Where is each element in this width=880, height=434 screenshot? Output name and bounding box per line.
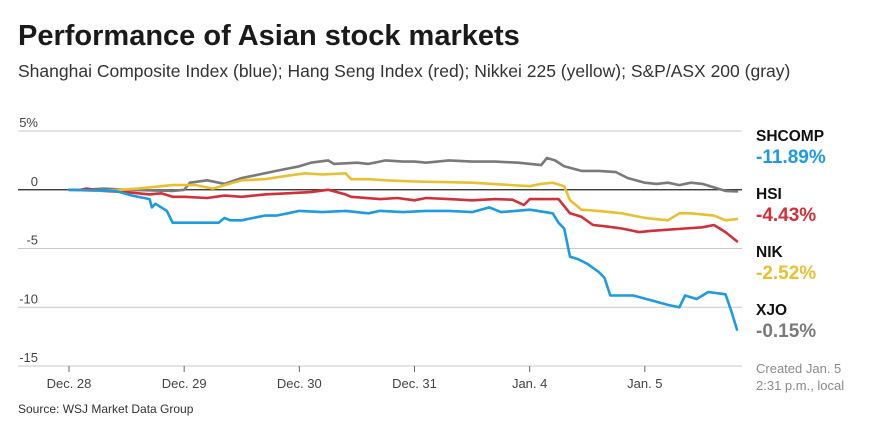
- series-lines: [67, 156, 739, 331]
- created-line-1: Created Jan. 5: [756, 361, 842, 376]
- end-label-value-nik: -2.52%: [756, 263, 817, 284]
- end-label-ticker-nik: NIK: [756, 244, 783, 261]
- gridlines: [18, 130, 742, 367]
- end-label-value-xjo: -0.15%: [756, 321, 817, 342]
- end-label-ticker-hsi: HSI: [756, 186, 782, 203]
- x-tick-label: Dec. 28: [47, 376, 92, 391]
- x-tick-label: Jan. 4: [512, 376, 547, 391]
- source-note: Source: WSJ Market Data Group: [18, 402, 194, 416]
- x-tick-label: Dec. 30: [277, 376, 322, 391]
- x-axis-ticks: Dec. 28 Dec. 29 Dec. 30 Dec. 31 Jan. 4 Jan. 5: [47, 366, 663, 391]
- y-tick-label: -15: [19, 350, 38, 365]
- y-axis-ticks: 5% 0 -5 -10 -15: [19, 115, 38, 365]
- series-line-shcomp: [67, 188, 739, 331]
- end-label-ticker-xjo: XJO: [756, 302, 788, 319]
- end-label-ticker-shcomp: SHCOMP: [756, 128, 825, 145]
- x-tick-label: Jan. 5: [627, 376, 662, 391]
- y-tick-label: -5: [26, 233, 38, 248]
- end-label-value-hsi: -4.43%: [756, 205, 817, 226]
- y-tick-label: 0: [31, 174, 38, 189]
- created-timestamp: Created Jan. 5 2:31 p.m., local: [756, 360, 876, 394]
- created-line-2: 2:31 p.m., local: [756, 378, 845, 393]
- series-line-nik: [67, 172, 739, 222]
- chart-title: Performance of Asian stock markets: [18, 20, 520, 52]
- x-tick-label: Dec. 31: [392, 376, 437, 391]
- y-tick-label: 5%: [19, 115, 38, 130]
- series-line-asx: [67, 156, 739, 193]
- x-tick-label: Dec. 29: [162, 376, 207, 391]
- y-tick-label: -10: [19, 291, 38, 306]
- end-label-value-shcomp: -11.89%: [756, 147, 826, 168]
- series-line-hsi: [67, 187, 739, 243]
- chart-subtitle: Shanghai Composite Index (blue); Hang Se…: [18, 61, 791, 81]
